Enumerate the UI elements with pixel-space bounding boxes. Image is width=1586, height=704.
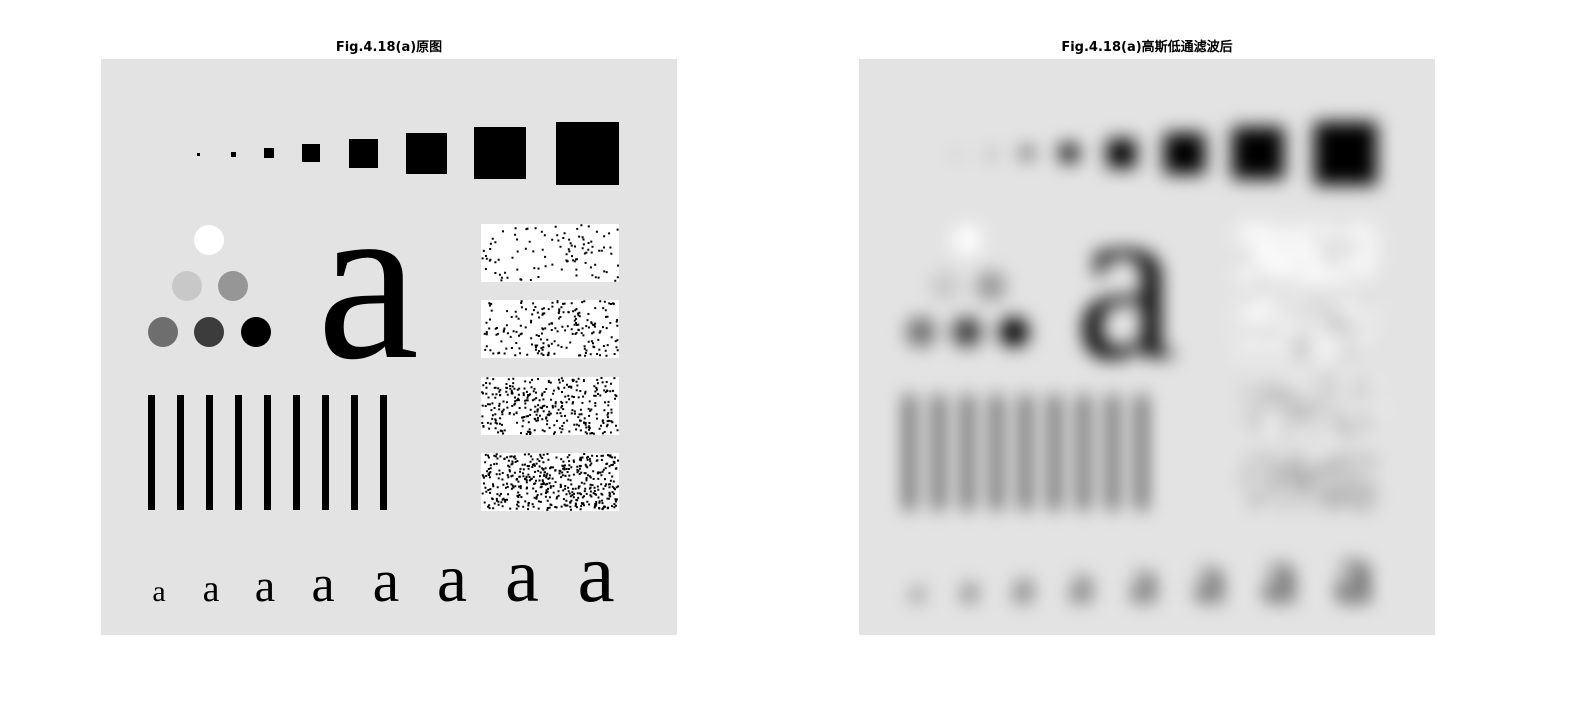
noise-rectangle-fill [1239, 224, 1377, 282]
blurred-pattern-group: aa a a a a a a a [859, 59, 1435, 635]
square-6 [1164, 133, 1205, 174]
bar-7 [1080, 395, 1087, 510]
small-letter-glyph-4: a [1069, 556, 1092, 613]
circle-4 [148, 317, 178, 347]
circle-6 [241, 317, 271, 347]
bar-4 [235, 395, 242, 510]
pattern-group: aa a a a a a a a [859, 59, 1435, 635]
noise-rectangle-1 [1239, 224, 1377, 282]
small-letter-glyph-6: a [1195, 540, 1225, 616]
bar-2 [177, 395, 184, 510]
bar-9 [1138, 395, 1145, 510]
square-4 [1060, 144, 1078, 162]
square-1 [197, 153, 200, 156]
square-2 [989, 152, 994, 157]
circle-1 [194, 225, 224, 255]
noise-rectangle-4 [481, 453, 619, 511]
bar-5 [264, 395, 271, 510]
square-5 [349, 139, 378, 168]
small-letter-glyph-6: a [437, 540, 467, 616]
noise-rectangle-fill [481, 224, 619, 282]
square-6 [406, 133, 447, 174]
original-image-title: Fig.4.18(a)原图 [335, 40, 443, 55]
circle-5 [194, 317, 224, 347]
noise-rectangle-fill [481, 377, 619, 435]
bar-4 [993, 395, 1000, 510]
bar-2 [935, 395, 942, 510]
small-letter-glyph-2: a [961, 568, 978, 610]
noise-dots [1241, 300, 1377, 357]
noise-dots [1239, 224, 1377, 282]
bar-3 [206, 395, 213, 510]
square-7 [474, 127, 526, 179]
small-letter-glyph-8: a [1335, 527, 1372, 620]
bar-8 [351, 395, 358, 510]
bar-5 [1022, 395, 1029, 510]
circle-3 [218, 271, 248, 301]
noise-rectangle-3 [1239, 377, 1377, 435]
pattern-group: aa a a a a a a a [101, 59, 677, 635]
small-letter-glyph-2: a [203, 568, 220, 610]
circle-1 [952, 225, 982, 255]
square-1 [955, 153, 958, 156]
small-letter-glyph-8: a [577, 527, 614, 620]
square-3 [264, 148, 274, 158]
bar-1 [148, 395, 155, 510]
noise-rectangle-fill [1239, 377, 1377, 435]
noise-rectangle-4 [1239, 453, 1377, 511]
noise-dots [481, 377, 619, 435]
noise-rectangle-2 [1239, 300, 1377, 358]
bar-6 [293, 395, 300, 510]
original-test-pattern: aa a a a a a a a [101, 59, 677, 635]
noise-rectangle-3 [481, 377, 619, 435]
small-letter-glyph-7: a [1263, 534, 1297, 618]
large-letter-glyph: a [317, 152, 419, 407]
noise-dots [1239, 377, 1377, 435]
small-letter-glyph-4: a [311, 556, 334, 613]
noise-dots [483, 300, 619, 357]
circle-5 [952, 317, 982, 347]
bar-1 [906, 395, 913, 510]
small-letter-glyph-1: a [910, 575, 923, 608]
square-3 [1022, 148, 1032, 158]
bar-9 [380, 395, 387, 510]
bar-7 [322, 395, 329, 510]
small-letter-glyph-3: a [1013, 560, 1033, 611]
small-letter-glyph-1: a [152, 575, 165, 608]
circle-2 [930, 271, 960, 301]
circle-3 [976, 271, 1006, 301]
noise-rectangle-2 [481, 300, 619, 358]
small-letter-glyph-3: a [255, 560, 275, 611]
noise-rectangle-1 [481, 224, 619, 282]
circle-6 [999, 317, 1029, 347]
filtered-image-title: Fig.4.18(a)高斯低通滤波后 [1061, 40, 1233, 55]
square-5 [1107, 139, 1136, 168]
gaussian-lowpass-test-pattern: aa a a a a a a a [859, 59, 1435, 635]
square-7 [1232, 127, 1284, 179]
bar-3 [964, 395, 971, 510]
circle-4 [906, 317, 936, 347]
circle-2 [172, 271, 202, 301]
small-letter-glyph-5: a [373, 548, 400, 614]
noise-dots [1239, 453, 1377, 511]
large-letter-glyph: a [1075, 152, 1177, 407]
bar-6 [1051, 395, 1058, 510]
noise-dots [481, 224, 619, 282]
square-8 [1314, 122, 1377, 185]
square-8 [556, 122, 619, 185]
small-letter-glyph-5: a [1131, 548, 1158, 614]
bar-8 [1109, 395, 1116, 510]
square-2 [231, 152, 236, 157]
square-4 [302, 144, 320, 162]
noise-dots [481, 453, 619, 511]
small-letter-glyph-7: a [505, 534, 539, 618]
